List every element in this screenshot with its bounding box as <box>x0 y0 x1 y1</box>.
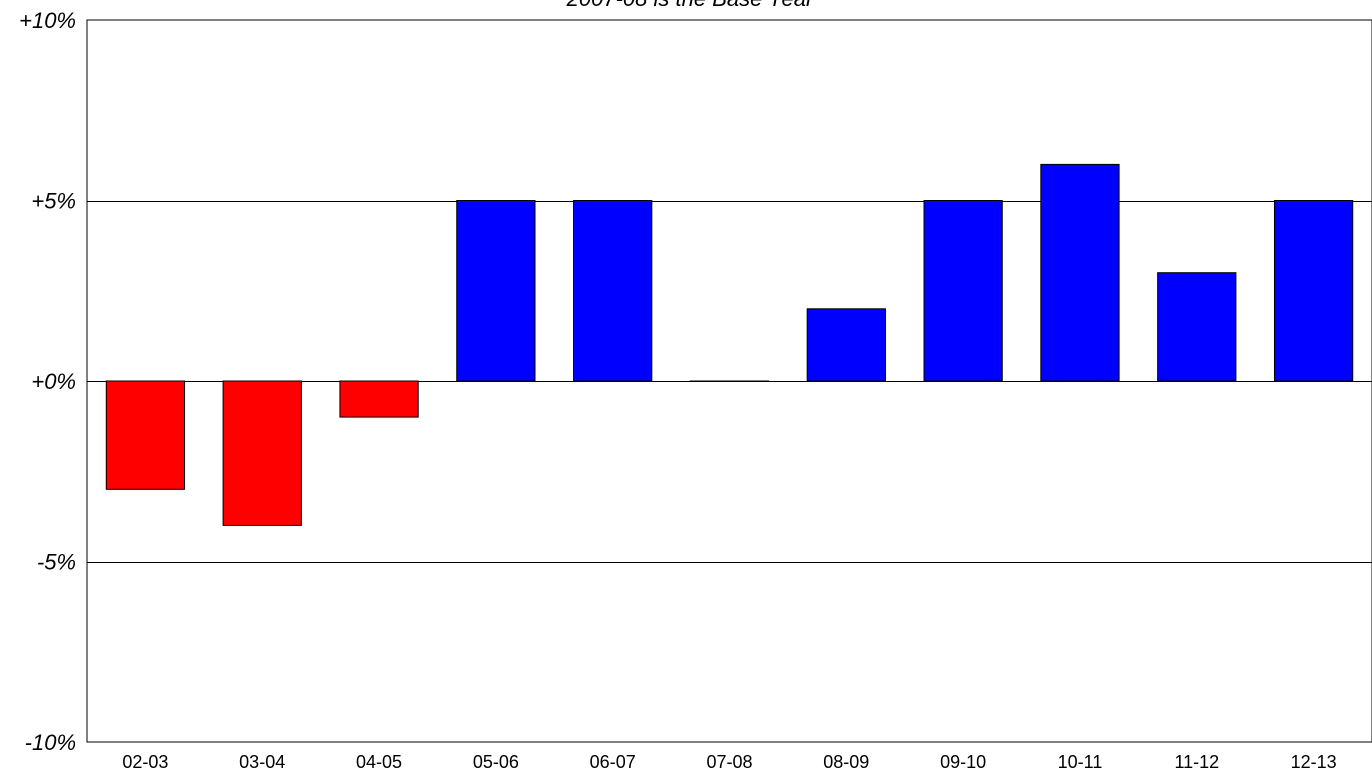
y-tick-label: -5% <box>37 550 76 575</box>
bar-06-07 <box>573 200 653 382</box>
bar-09-10 <box>923 200 1003 382</box>
x-axis-ticks: 02-03 03-04 04-05 05-06 06-07 07-08 08-09 09-10… <box>122 752 1336 772</box>
x-tick-label: 08-09 <box>823 752 869 772</box>
bar-04-05 <box>339 380 419 418</box>
x-tick-label: 07-08 <box>706 752 752 772</box>
bars <box>105 163 1354 526</box>
x-tick-label: 05-06 <box>473 752 519 772</box>
y-tick-label: -10% <box>25 730 76 755</box>
x-tick-label: 03-04 <box>239 752 285 772</box>
x-tick-label: 09-10 <box>940 752 986 772</box>
bar-05-06 <box>456 200 536 382</box>
bar-03-04 <box>222 380 302 526</box>
x-tick-label: 04-05 <box>356 752 402 772</box>
y-tick-label: +5% <box>31 189 76 214</box>
y-tick-label: +10% <box>19 8 76 33</box>
y-tick-label: +0% <box>31 369 76 394</box>
x-tick-label: 11-12 <box>1174 752 1219 772</box>
x-tick-label: 12-13 <box>1291 752 1337 772</box>
plot-area-border <box>86 19 1372 743</box>
x-tick-label: 02-03 <box>122 752 168 772</box>
bar-10-11 <box>1040 163 1120 382</box>
chart-title: 2007-08 is the Base Year <box>566 0 815 11</box>
bar-02-03 <box>105 380 186 490</box>
x-tick-label: 10-11 <box>1058 752 1103 772</box>
bar-12-13 <box>1273 200 1354 382</box>
bar-08-09 <box>806 308 886 382</box>
y-axis-ticks: +10% +5% +0% -5% -10% <box>19 8 76 755</box>
x-tick-label: 06-07 <box>590 752 636 772</box>
bar-11-12 <box>1157 272 1237 382</box>
bar-07-08 <box>689 380 770 382</box>
